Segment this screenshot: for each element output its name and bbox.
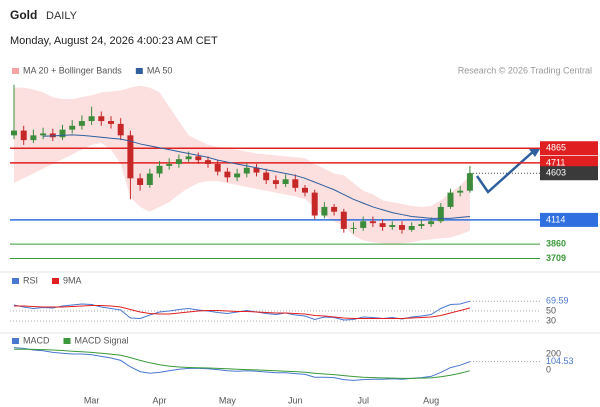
candle-body xyxy=(30,135,37,141)
arrow-head xyxy=(529,149,540,157)
candle-body xyxy=(302,187,308,193)
legend-label: RSI xyxy=(23,275,38,285)
indicator-line xyxy=(14,305,471,319)
candle-body xyxy=(214,163,221,172)
candle-body xyxy=(282,179,289,185)
level-label: 4865 xyxy=(546,143,566,153)
legend-swatch xyxy=(12,338,19,344)
legend-swatch xyxy=(63,338,71,344)
candle-body xyxy=(457,190,464,193)
candle-body xyxy=(437,206,444,222)
legend-swatch xyxy=(52,278,60,284)
candle-body xyxy=(263,172,270,181)
candle-body xyxy=(234,173,241,178)
candle-body xyxy=(369,221,376,224)
candle-body xyxy=(389,225,396,227)
candle-body xyxy=(447,192,454,207)
ma-line xyxy=(43,134,470,219)
x-tick-label: May xyxy=(219,395,237,405)
candle-body xyxy=(11,130,17,136)
x-tick-label: Jun xyxy=(288,395,303,405)
last-value-label: 104.53 xyxy=(546,356,574,366)
legend-label: 9MA xyxy=(63,275,82,285)
indicator-line xyxy=(13,347,471,381)
period: DAILY xyxy=(46,10,78,22)
y-tick-label: 200 xyxy=(546,348,561,358)
candle-body xyxy=(360,221,367,228)
candle-body xyxy=(379,223,386,227)
candle-body xyxy=(340,211,347,229)
candle-body xyxy=(311,192,318,216)
chart-title: Gold xyxy=(10,8,37,22)
candle-body xyxy=(205,160,211,164)
candle-body xyxy=(166,163,173,166)
level-label: 4711 xyxy=(546,157,565,167)
last-value-label: 69.59 xyxy=(546,296,569,306)
indicator-line xyxy=(14,348,471,379)
candle-body xyxy=(331,206,338,212)
candle-body xyxy=(418,224,425,227)
candle-body xyxy=(98,116,105,122)
level-label: 3860 xyxy=(546,239,566,249)
candle-body xyxy=(224,171,231,178)
candle-body xyxy=(117,123,124,136)
level-label-box xyxy=(540,212,598,227)
candle-body xyxy=(292,179,299,188)
last-price-box xyxy=(540,166,598,181)
candle-body xyxy=(156,165,163,174)
candle-body xyxy=(399,225,405,230)
last-price-label: 4603 xyxy=(546,168,566,178)
candle-body xyxy=(253,167,260,173)
x-tick-label: Jul xyxy=(357,395,369,405)
candle-body xyxy=(137,178,144,185)
candle-body xyxy=(78,121,85,126)
candle-body xyxy=(195,156,202,161)
legend-label: MA 50 xyxy=(147,65,173,75)
candle-body xyxy=(185,156,192,160)
candle-body xyxy=(88,116,95,122)
timestamp: Monday, August 24, 2026 4:00:23 AM CET xyxy=(10,35,218,47)
y-tick-label: 0 xyxy=(546,364,551,374)
x-tick-label: Apr xyxy=(152,395,166,405)
candle-body xyxy=(175,159,182,164)
candle-body xyxy=(146,173,153,185)
candle-body xyxy=(20,130,27,141)
credit: Research © 2026 Trading Central xyxy=(458,65,592,75)
candle-body xyxy=(59,129,66,138)
legend-label: MACD xyxy=(23,335,50,345)
level-label-box xyxy=(540,141,598,156)
candle-body xyxy=(321,206,328,216)
x-tick-label: Mar xyxy=(84,395,100,405)
y-tick-label: 30 xyxy=(546,315,556,325)
level-label: 4114 xyxy=(546,214,565,224)
legend-swatch xyxy=(135,68,143,74)
level-label: 3709 xyxy=(546,253,566,263)
candle-body xyxy=(466,173,473,191)
y-tick-label: 50 xyxy=(546,305,556,315)
candle-body xyxy=(428,221,435,225)
candle-body xyxy=(69,125,76,130)
x-tick-label: Aug xyxy=(423,395,439,405)
candle-body xyxy=(408,226,415,230)
legend-swatch xyxy=(12,68,19,74)
candle-body xyxy=(108,121,114,124)
candle-body xyxy=(350,227,357,229)
legend-swatch xyxy=(12,278,19,284)
candle-body xyxy=(127,135,134,179)
candle-body xyxy=(243,167,250,174)
candle-body xyxy=(40,133,47,136)
candle-body xyxy=(272,180,279,185)
legend-label: MA 20 + Bollinger Bands xyxy=(23,65,122,75)
legend-label: MACD Signal xyxy=(75,335,129,345)
